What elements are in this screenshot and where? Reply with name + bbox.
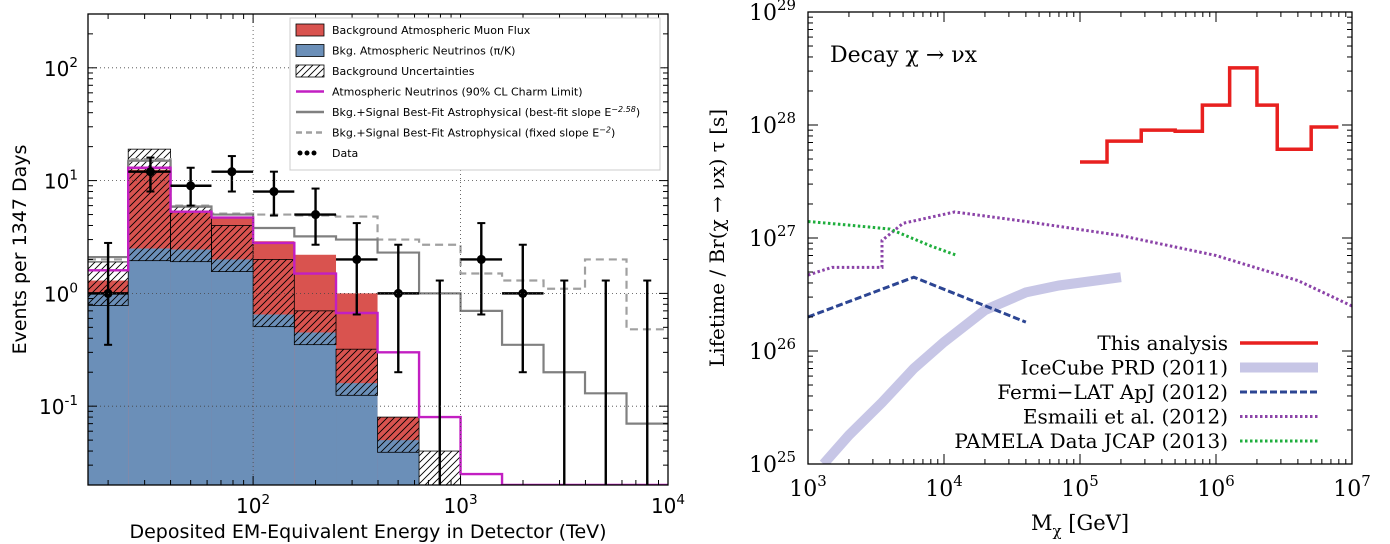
x-tick-label: 105	[1061, 472, 1099, 502]
data-point	[352, 254, 362, 264]
legend-swatch	[295, 23, 325, 37]
bar-atm-neutrinos	[294, 332, 337, 485]
x-tick-label: 107	[1333, 472, 1371, 502]
x-axis-title: Mχ [GeV]	[1031, 511, 1129, 540]
x-tick-label: 102	[236, 492, 270, 518]
y-tick-label: 1026	[749, 335, 796, 365]
data-point	[393, 288, 403, 298]
data-point	[518, 288, 528, 298]
data-point	[145, 167, 155, 177]
data-point	[311, 210, 321, 220]
legend-swatch	[311, 150, 317, 156]
uncertainty-band	[170, 206, 212, 263]
chart-b: 103 104 105 106 107 1025 1026 1027 1028 1029 Mχ [G…	[705, 0, 1371, 540]
chart-a: 102 103 104 10-1 100 101 102 Deposited EM-Equiv…	[9, 13, 685, 543]
data-point	[476, 254, 486, 264]
uncertainty-band	[501, 484, 544, 485]
legend-label: Bkg. Atmospheric Neutrinos (π/K)	[332, 45, 515, 58]
legend-label: IceCube PRD (2011)	[1020, 356, 1228, 380]
uncertainty-band	[335, 348, 378, 396]
legend-label: Background Uncertainties	[332, 65, 475, 78]
legend-label: Atmospheric Neutrinos (90% CL Charm Limi…	[332, 86, 583, 99]
legend-label: Background Atmospheric Muon Flux	[332, 24, 531, 37]
uncertainty-band	[211, 225, 254, 273]
uncertainty-band	[293, 310, 337, 346]
bar-atm-neutrinos	[211, 259, 254, 485]
legend-label: Bkg.+Signal Best-Fit Astrophysical (fixe…	[332, 126, 615, 140]
bar-atm-neutrinos	[336, 383, 378, 485]
y-tick-label: 1029	[749, 0, 796, 26]
x-axis-title: Deposited EM-Equivalent Energy in Detect…	[129, 521, 606, 543]
legend-label: Esmaili et al. (2012)	[1023, 405, 1228, 429]
plot-area	[88, 148, 668, 485]
series-line	[808, 275, 1027, 324]
bar-atm-neutrinos	[128, 248, 171, 485]
data-point	[186, 181, 196, 191]
legend-swatch	[295, 44, 325, 57]
uncertainty-band	[543, 484, 586, 485]
y-tick-label: 101	[44, 168, 78, 194]
x-tick-label: 103	[789, 472, 827, 502]
y-axis-title: Events per 1347 Days	[9, 145, 31, 355]
data-point	[269, 187, 279, 197]
series-line	[1080, 66, 1339, 164]
bar-atm-neutrinos	[170, 249, 212, 485]
x-tick-label: 104	[651, 492, 685, 518]
y-axis-title: Lifetime / Br(χ → νx) τ [s]	[705, 109, 729, 367]
legend: Background Atmospheric Muon Flux Bkg. Atm…	[289, 17, 661, 171]
y-tick-label: 10-1	[39, 393, 78, 419]
y-tick-label: 1028	[749, 109, 796, 139]
legend-swatch	[297, 150, 303, 156]
y-tick-label: 1027	[749, 222, 796, 252]
uncertainty-band	[377, 416, 420, 453]
series-line	[808, 219, 958, 257]
line-charm-limit	[88, 166, 668, 485]
y-tick-label: 100	[44, 280, 78, 306]
legend-label: Data	[332, 147, 358, 160]
y-tick-label: 1025	[749, 448, 796, 478]
legend-label: Fermi−LAT ApJ (2012)	[997, 380, 1228, 404]
x-tick-label: 104	[925, 472, 963, 502]
legend-label: PAMELA Data JCAP (2013)	[954, 429, 1228, 453]
bar-atm-neutrinos	[253, 314, 295, 485]
series-line	[808, 210, 1352, 308]
legend-box	[289, 17, 661, 171]
legend-label: This analysis	[1097, 331, 1228, 355]
legend-label: Bkg.+Signal Best-Fit Astrophysical (best…	[332, 105, 640, 119]
uncertainty-band	[584, 484, 627, 485]
x-tick-label: 106	[1197, 472, 1235, 502]
series-line	[819, 272, 1122, 464]
data-point	[227, 167, 237, 177]
y-tick-label: 102	[44, 55, 78, 81]
legend-swatch	[295, 64, 325, 78]
x-tick-label: 103	[443, 492, 477, 518]
legend-swatch	[304, 150, 310, 156]
uncertainty-band	[252, 259, 295, 328]
annotation: Decay χ → νx	[830, 43, 978, 68]
plot-area	[808, 66, 1352, 464]
